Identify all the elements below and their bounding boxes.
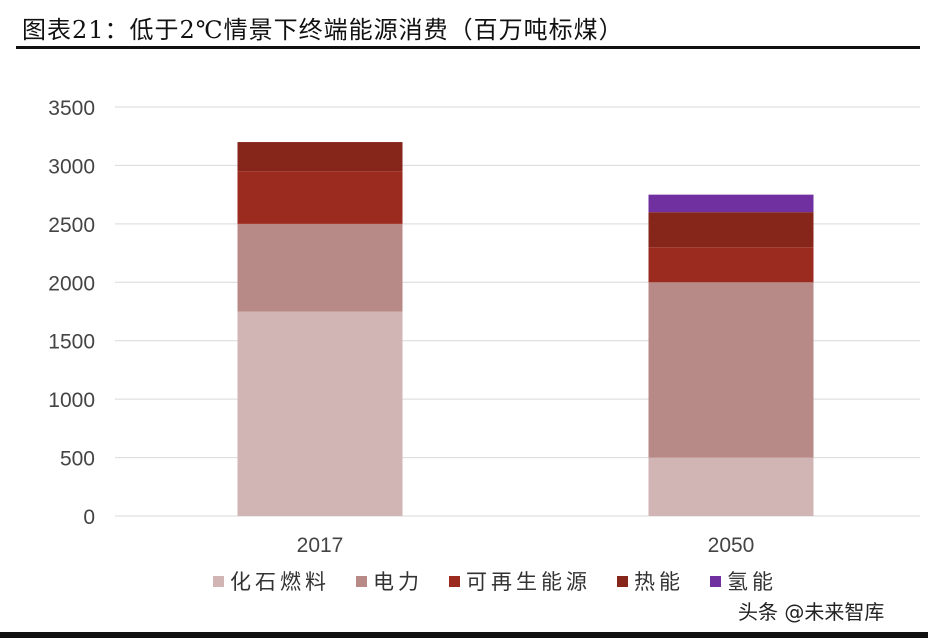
bottom-rule — [0, 632, 928, 638]
legend-label: 电力 — [373, 570, 423, 594]
legend-label: 化石燃料 — [230, 570, 330, 594]
legend-item: 化石燃料 — [213, 566, 330, 596]
bar-segment — [648, 282, 814, 458]
legend-label: 氢能 — [727, 570, 777, 594]
legend-swatch — [356, 575, 367, 587]
bar-segment — [237, 171, 403, 224]
bar-segment — [237, 223, 403, 312]
watermark: 头条 @未来智库 — [738, 600, 885, 624]
y-tick-label: 1000 — [48, 389, 95, 412]
legend-swatch — [617, 575, 628, 587]
y-tick-label: 3000 — [48, 155, 95, 178]
y-tick-label: 2500 — [48, 214, 95, 237]
bar-segment — [237, 311, 403, 516]
legend: 化石燃料 电力 可再生能源 热能 氢能 — [213, 566, 777, 596]
bar-segment — [237, 142, 403, 172]
bar-segment — [648, 457, 814, 516]
x-tick-label: 2050 — [708, 534, 755, 557]
y-tick-label: 3500 — [48, 97, 95, 120]
legend-item: 氢能 — [710, 566, 777, 596]
bar-segment — [648, 247, 814, 283]
bar-segment — [648, 194, 814, 213]
legend-item: 电力 — [356, 566, 423, 596]
legend-swatch — [449, 575, 460, 587]
x-tick-label: 2017 — [297, 534, 344, 557]
figure-title: 图表21：低于2℃情景下终端能源消费（百万吨标煤） — [22, 16, 624, 44]
y-tick-label: 500 — [60, 448, 95, 471]
legend-item: 热能 — [617, 566, 684, 596]
y-tick-label: 2000 — [48, 272, 95, 295]
legend-label: 热能 — [634, 570, 684, 594]
legend-item: 可再生能源 — [449, 566, 591, 596]
legend-swatch — [710, 575, 721, 587]
title-rule — [16, 46, 920, 49]
y-tick-label: 0 — [83, 506, 95, 529]
bar-segment — [648, 212, 814, 248]
legend-swatch — [213, 575, 224, 587]
y-tick-label: 1500 — [48, 331, 95, 354]
legend-label: 可再生能源 — [466, 570, 591, 594]
